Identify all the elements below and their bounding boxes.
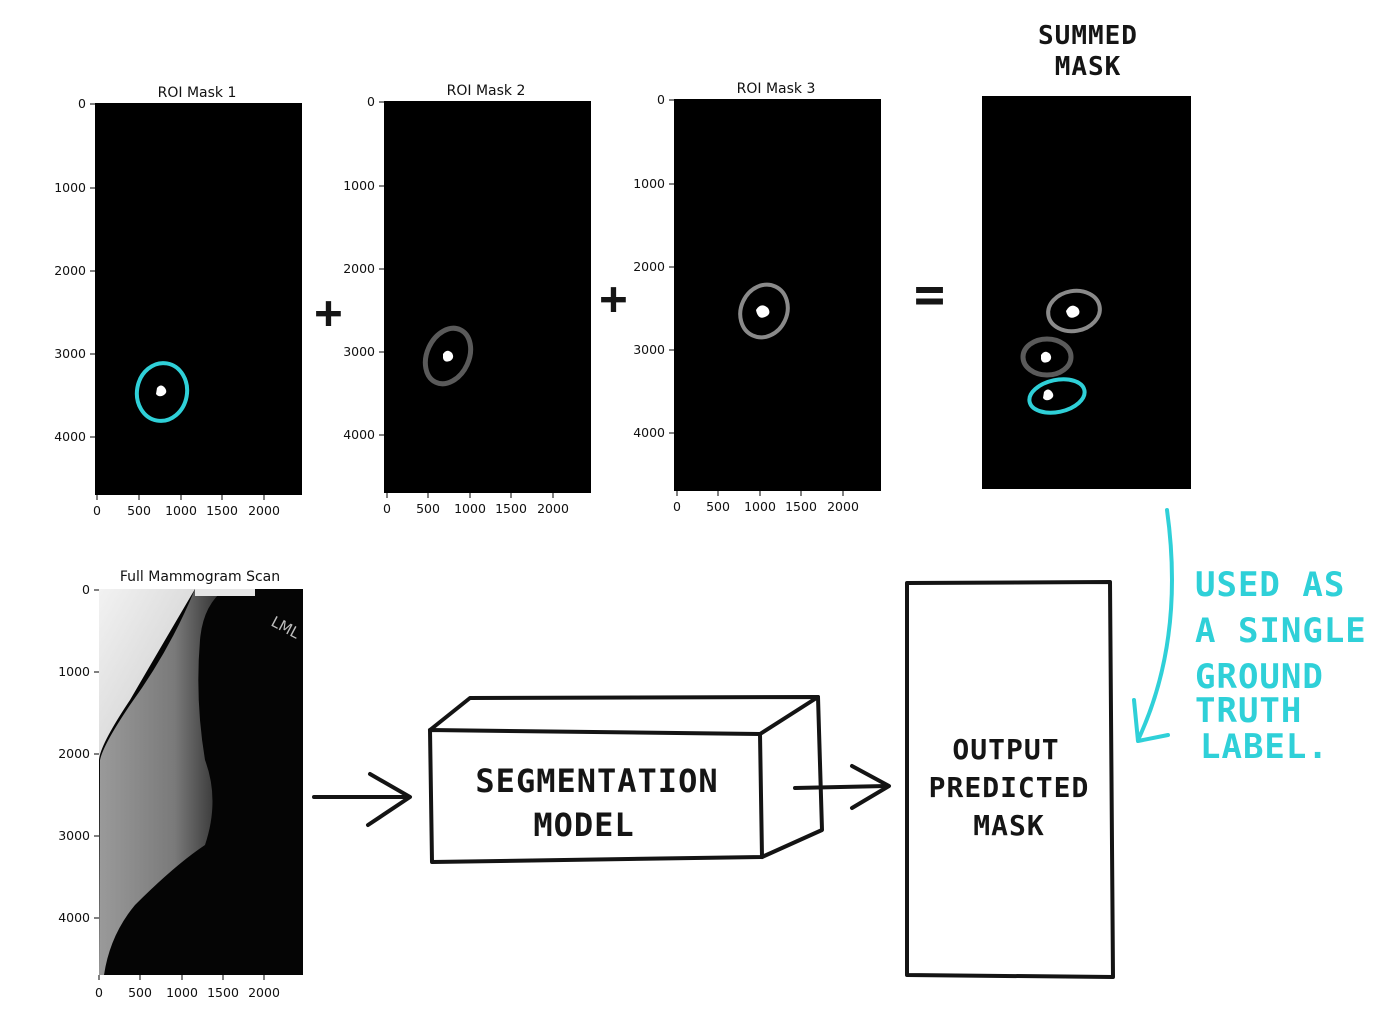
y-tick-label: 1000	[58, 664, 90, 679]
mammogram-scan-title: Full Mammogram Scan	[120, 569, 280, 585]
roi-outline	[1020, 336, 1074, 378]
ground-truth-note: GROUND	[1195, 657, 1324, 697]
y-tick-label: 2000	[633, 259, 665, 274]
x-tick-label: 1000	[165, 503, 197, 518]
mammogram-scan-y-axis: 0 1000 2000 3000 4000	[58, 582, 99, 925]
roi-mask-2-image	[384, 101, 591, 493]
x-tick-label: 1000	[744, 499, 776, 514]
x-tick-label: 0	[673, 499, 681, 514]
x-tick-label: 2000	[827, 499, 859, 514]
x-tick-label: 0	[95, 985, 103, 1000]
y-tick-label: 3000	[54, 346, 86, 361]
lesion-blob	[1043, 389, 1054, 401]
roi-mask-1-image	[95, 103, 302, 495]
roi-mask-3-title: ROI Mask 3	[737, 81, 816, 97]
x-tick-label: 500	[127, 503, 151, 518]
roi-outline	[738, 282, 790, 340]
breast-tissue	[99, 589, 195, 760]
arrow-model-to-output	[793, 764, 891, 810]
arrow-scan-to-model	[312, 772, 412, 827]
roi-mask-2-panel: ROI Mask 2 0 1000 2000 3000 4000 0 500 1…	[343, 83, 591, 516]
summed-mask-label: SUMMED	[1038, 21, 1138, 51]
x-tick-label: 1000	[166, 985, 198, 1000]
roi-mask-1-panel: ROI Mask 1 0 1000 2000 3000 4000 0 500 1…	[54, 85, 302, 518]
x-tick-label: 1500	[785, 499, 817, 514]
summed-mask-panel: SUMMED MASK	[982, 21, 1191, 489]
lesion-blob	[156, 385, 167, 397]
y-tick-label: 0	[78, 96, 86, 111]
ground-truth-note: LABEL.	[1200, 727, 1329, 767]
roi-mask-3-x-axis: 0 500 1000 1500 2000	[673, 491, 859, 514]
equals-operator: =	[914, 265, 946, 325]
ground-truth-arrow	[1132, 508, 1174, 743]
y-tick-label: 2000	[58, 746, 90, 761]
y-tick-label: 1000	[633, 176, 665, 191]
y-tick-label: 1000	[343, 178, 375, 193]
roi-mask-2-y-axis: 0 1000 2000 3000 4000	[343, 94, 384, 442]
roi-mask-3-image	[674, 99, 881, 491]
x-tick-label: 500	[706, 499, 730, 514]
x-tick-label: 1500	[495, 501, 527, 516]
roi-mask-1-title: ROI Mask 1	[158, 85, 237, 101]
lesion-blob	[443, 350, 454, 362]
roi-mask-3-panel: ROI Mask 3 0 1000 2000 3000 4000 0 500 1…	[633, 81, 881, 514]
y-tick-label: 3000	[343, 344, 375, 359]
y-tick-label: 3000	[633, 342, 665, 357]
output-label: MASK	[973, 809, 1044, 842]
roi-outline	[1027, 377, 1087, 415]
y-tick-label: 4000	[58, 910, 90, 925]
breast-tissue	[99, 589, 225, 975]
roi-mask-2-x-axis: 0 500 1000 1500 2000	[383, 493, 569, 516]
roi-outline	[134, 361, 190, 423]
y-tick-label: 0	[367, 94, 375, 109]
plus-operator: +	[600, 271, 629, 325]
lesion-blob	[1041, 351, 1052, 363]
x-tick-label: 500	[416, 501, 440, 516]
x-tick-label: 1500	[206, 503, 238, 518]
model-label: SEGMENTATION	[475, 762, 718, 800]
lesion-blob	[756, 305, 770, 318]
y-tick-label: 2000	[54, 263, 86, 278]
y-tick-label: 2000	[343, 261, 375, 276]
x-tick-label: 0	[93, 503, 101, 518]
scan-top-bright	[195, 589, 255, 596]
y-tick-label: 0	[82, 582, 90, 597]
model-label: MODEL	[533, 806, 634, 844]
mammogram-scan-x-axis: 0 500 1000 1500 2000	[95, 975, 280, 1000]
x-tick-label: 1500	[207, 985, 239, 1000]
y-tick-label: 0	[657, 92, 665, 107]
y-tick-label: 4000	[54, 429, 86, 444]
x-tick-label: 1000	[454, 501, 486, 516]
x-tick-label: 2000	[248, 503, 280, 518]
summed-mask-label: MASK	[1055, 52, 1122, 82]
roi-mask-3-y-axis: 0 1000 2000 3000 4000	[633, 92, 674, 440]
roi-mask-1-y-axis: 0 1000 2000 3000 4000	[54, 96, 95, 444]
lesion-blob	[1066, 305, 1080, 318]
roi-outline	[422, 325, 474, 387]
x-tick-label: 500	[128, 985, 152, 1000]
roi-outline	[1046, 288, 1102, 334]
output-label: OUTPUT	[952, 733, 1059, 766]
ground-truth-note: TRUTH	[1195, 691, 1302, 731]
x-tick-label: 2000	[537, 501, 569, 516]
output-label: PREDICTED	[929, 771, 1090, 804]
segmentation-model-box	[428, 695, 824, 864]
ground-truth-note: A SINGLE	[1195, 611, 1367, 651]
ground-truth-note: USED AS	[1195, 565, 1345, 605]
mammogram-scan-panel: Full Mammogram Scan LML 0 1000 2000 3000…	[58, 569, 303, 1000]
output-mask-box	[905, 580, 1115, 979]
roi-mask-1-x-axis: 0 500 1000 1500 2000	[93, 495, 280, 518]
x-tick-label: 2000	[248, 985, 280, 1000]
y-tick-label: 3000	[58, 828, 90, 843]
x-tick-label: 0	[383, 501, 391, 516]
plus-operator: +	[315, 285, 344, 339]
y-tick-label: 4000	[633, 425, 665, 440]
y-tick-label: 4000	[343, 427, 375, 442]
y-tick-label: 1000	[54, 180, 86, 195]
roi-mask-2-title: ROI Mask 2	[447, 83, 526, 99]
